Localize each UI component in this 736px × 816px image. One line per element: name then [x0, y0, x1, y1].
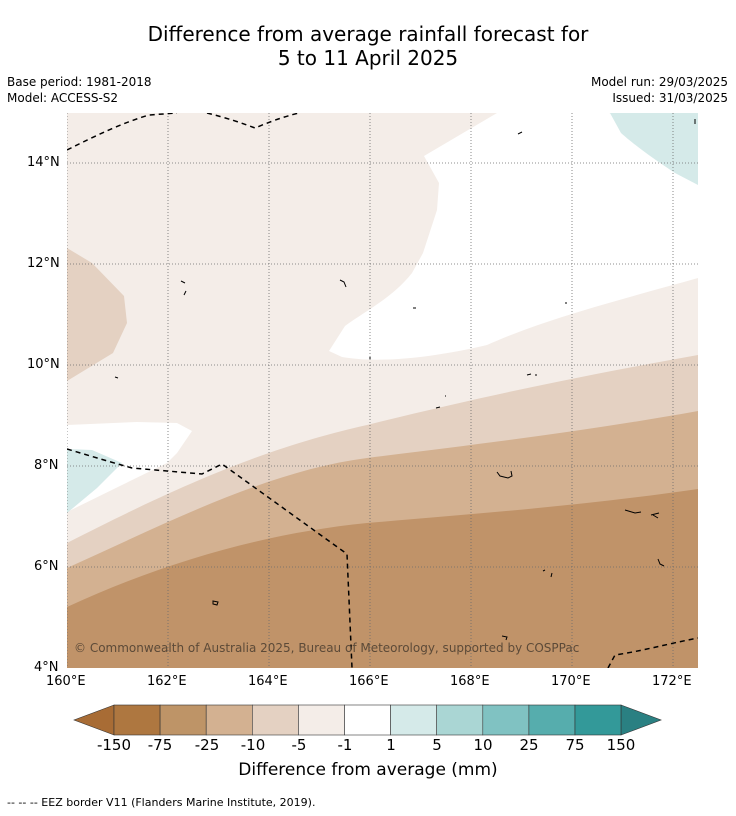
island-16: [114, 376, 119, 379]
colorbar-segment: [159, 704, 207, 736]
cbar-tick-11: 75: [565, 736, 585, 754]
colorbar-segment: [482, 704, 530, 736]
colorbar: [73, 704, 662, 736]
cbar-tick-3: -25: [194, 736, 220, 754]
colorbar-segments: [73, 704, 662, 736]
copyright-text: © Commonwealth of Australia 2025, Bureau…: [74, 641, 580, 655]
eez-border-north: [67, 113, 300, 151]
island-15: [501, 635, 508, 641]
base-period: Base period: 1981-2018: [7, 75, 152, 89]
cbar-tick-12: 150: [606, 736, 636, 754]
colorbar-segment: [298, 704, 345, 736]
issued-date: Issued: 31/03/2025: [612, 91, 728, 105]
chart-title: Difference from average rainfall forecas…: [0, 22, 736, 70]
island-9: [435, 395, 446, 409]
lat-label-8: 8°N: [34, 458, 59, 473]
island-12: [542, 569, 553, 578]
cbar-tick-1: -150: [96, 736, 132, 754]
rainfall-map: [67, 113, 698, 668]
lon-label-160: 160°E: [46, 674, 86, 689]
colorbar-segment: [574, 704, 622, 736]
cbar-tick-6: -1: [337, 736, 353, 754]
cbar-tick-5: -5: [291, 736, 307, 754]
lon-label-168: 168°E: [450, 674, 490, 689]
colorbar-arrow-left: [73, 704, 115, 736]
island-14: [212, 600, 219, 606]
eez-border-central: [67, 448, 353, 668]
meta-right: Model run: 29/03/2025 Issued: 31/03/2025: [591, 74, 728, 106]
model-run: Model run: 29/03/2025: [590, 75, 728, 89]
cbar-tick-2: -75: [147, 736, 173, 754]
eez-borders: [67, 113, 698, 668]
colorbar-segment: [252, 704, 299, 736]
cbar-tick-10: 25: [519, 736, 539, 754]
island-1: [517, 131, 523, 135]
teal-left: [67, 449, 122, 513]
lon-label-166: 166°E: [349, 674, 389, 689]
cbar-tick-9: 10: [473, 736, 493, 754]
island-marks: [114, 119, 696, 641]
island-13: [657, 558, 665, 567]
colorbar-segment: [205, 704, 253, 736]
island-4: [339, 279, 347, 288]
colorbar-title: Difference from average (mm): [238, 760, 498, 780]
island-3: [180, 280, 187, 296]
lat-label-10: 10°N: [27, 357, 60, 372]
colorbar-segment: [390, 704, 438, 736]
island-8: [526, 373, 537, 376]
cbar-tick-4: -10: [240, 736, 266, 754]
cbar-tick-8: 5: [432, 736, 442, 754]
lat-label-12: 12°N: [27, 256, 60, 271]
island-11: [624, 509, 660, 519]
meta-left: Base period: 1981-2018 Model: ACCESS-S2: [7, 74, 152, 106]
colorbar-arrow-right: [620, 704, 662, 736]
cbar-tick-7: 1: [386, 736, 396, 754]
colorbar-segment: [436, 704, 484, 736]
lon-label-162: 162°E: [147, 674, 187, 689]
patch-left: [67, 248, 127, 381]
gridlines: [67, 113, 698, 668]
eez-footnote: -- -- -- EEZ border V11 (Flanders Marine…: [7, 796, 316, 809]
colorbar-segment: [528, 704, 576, 736]
model-name: Model: ACCESS-S2: [7, 91, 119, 105]
lat-label-4: 4°N: [34, 660, 59, 675]
lat-label-14: 14°N: [27, 155, 60, 170]
lon-label-170: 170°E: [551, 674, 591, 689]
colorbar-segment: [113, 704, 161, 736]
white-area-upper: [329, 113, 698, 360]
colorbar-segment: [344, 704, 391, 736]
lat-label-6: 6°N: [34, 559, 59, 574]
island-10: [496, 470, 513, 479]
title-line-2: 5 to 11 April 2025: [277, 46, 459, 70]
title-line-1: Difference from average rainfall forecas…: [147, 22, 589, 46]
lon-label-164: 164°E: [248, 674, 288, 689]
teal-upper-right: [610, 113, 698, 185]
lon-label-172: 172°E: [652, 674, 692, 689]
colorbar-tick-labels: -150 -75 -25 -10 -5 -1 1 5 10 25 75 150: [0, 736, 736, 756]
